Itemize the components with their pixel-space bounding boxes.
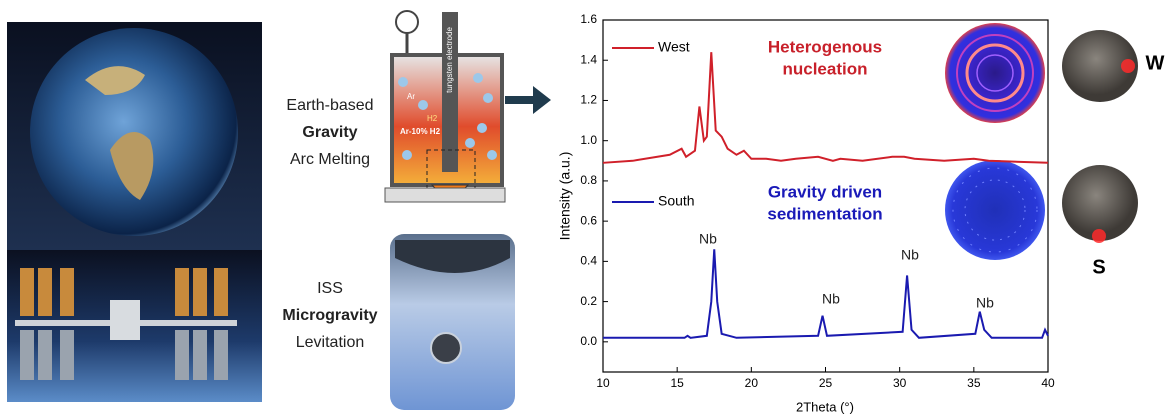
- marker: [1121, 59, 1135, 73]
- annotation: sedimentation: [767, 204, 882, 223]
- x-tick-label: 40: [1041, 376, 1055, 390]
- y-tick-label: 0.8: [580, 173, 597, 187]
- diagram-label: tungsten electrode: [445, 27, 454, 93]
- marker: [1092, 229, 1106, 243]
- y-tick-label: 0.4: [580, 254, 597, 268]
- legend-label: West: [658, 39, 690, 55]
- x-tick-label: 10: [596, 376, 610, 390]
- x-tick-label: 35: [967, 376, 981, 390]
- y-tick-label: 0.6: [580, 213, 597, 227]
- annotation: Gravity driven: [768, 182, 882, 201]
- sample-label: W: [1146, 52, 1165, 74]
- earth-text: Gravity: [302, 124, 357, 141]
- y-tick-label: 1.4: [580, 52, 597, 66]
- legend-label: South: [658, 193, 695, 209]
- y-tick-label: 0.0: [580, 334, 597, 348]
- diffraction-south: [945, 160, 1045, 260]
- diffraction-west: [945, 23, 1045, 123]
- x-tick-label: 25: [819, 376, 833, 390]
- iss-text: ISS: [317, 280, 343, 297]
- diagram-label: Ar: [407, 92, 415, 101]
- y-axis-label: Intensity (a.u.): [557, 152, 573, 241]
- annotation: Nb: [901, 247, 919, 263]
- annotation: Nb: [976, 295, 994, 311]
- y-tick-label: 1.2: [580, 93, 597, 107]
- annotation: Heterogenous: [768, 37, 882, 56]
- x-axis-label: 2Theta (°): [796, 399, 854, 414]
- sample-label: S: [1092, 256, 1105, 278]
- diagram-label: H2: [427, 114, 438, 123]
- y-tick-label: 1.6: [580, 12, 597, 26]
- y-tick-label: 1.0: [580, 133, 597, 147]
- annotation: nucleation: [782, 59, 867, 78]
- modules: [110, 300, 140, 340]
- earth-text: Earth-based: [286, 97, 373, 114]
- y-tick-label: 0.2: [580, 294, 597, 308]
- x-tick-label: 20: [745, 376, 759, 390]
- figure: Earth-based Gravity Arc Melting ISS Micr…: [0, 0, 1165, 416]
- annotation: Nb: [822, 291, 840, 307]
- gauge: [396, 11, 418, 33]
- page: {"panels": { "earth_lines": ["Earth-base…: [0, 0, 1165, 416]
- x-tick-label: 15: [670, 376, 684, 390]
- droplet: [431, 333, 461, 363]
- arrow: [505, 86, 551, 114]
- diagram-label: Ar-10% H2: [400, 127, 441, 136]
- x-tick-label: 30: [893, 376, 907, 390]
- earth-text: Arc Melting: [290, 151, 370, 168]
- annotation: Nb: [699, 231, 717, 247]
- iss-text: Levitation: [296, 334, 365, 351]
- hearth: [385, 188, 505, 202]
- iss-text: Microgravity: [282, 307, 377, 324]
